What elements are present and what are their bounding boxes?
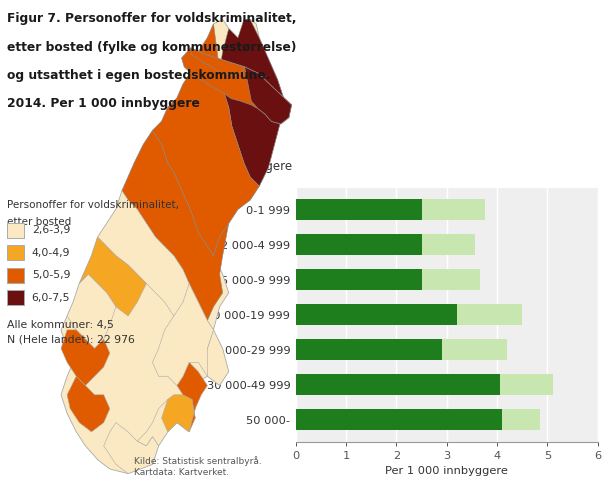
Bar	[457, 305, 522, 325]
Text: 2014. Per 1 000 innbyggere: 2014. Per 1 000 innbyggere	[7, 97, 200, 110]
Text: 6,0-7,5: 6,0-7,5	[32, 293, 70, 303]
Polygon shape	[182, 48, 292, 124]
Polygon shape	[162, 395, 195, 432]
Polygon shape	[137, 399, 177, 446]
X-axis label: Per 1 000 innbyggere: Per 1 000 innbyggere	[386, 466, 508, 476]
Text: 4,0-4,9: 4,0-4,9	[32, 248, 70, 258]
Text: N (Hele landet): 22 976: N (Hele landet): 22 976	[7, 334, 135, 344]
Polygon shape	[122, 130, 229, 321]
Bar	[422, 269, 479, 290]
Text: og utsatthet i egen bostedskommune.: og utsatthet i egen bostedskommune.	[7, 69, 271, 82]
Polygon shape	[191, 48, 245, 76]
Bar	[296, 339, 442, 360]
Bar	[422, 200, 484, 221]
Polygon shape	[177, 362, 207, 432]
Polygon shape	[220, 19, 284, 186]
Bar	[296, 409, 502, 430]
Bar	[296, 200, 422, 221]
Bar	[500, 374, 553, 395]
Polygon shape	[98, 191, 214, 362]
Bar	[296, 374, 500, 395]
Text: 2,6-3,9: 2,6-3,9	[32, 225, 70, 235]
Polygon shape	[79, 237, 146, 316]
Polygon shape	[61, 330, 110, 386]
Text: Alle kommuner: 4,5: Alle kommuner: 4,5	[7, 320, 114, 329]
Polygon shape	[67, 274, 116, 348]
Text: etter bosted (fylke og kommunestørrelse): etter bosted (fylke og kommunestørrelse)	[7, 41, 296, 54]
Polygon shape	[152, 24, 259, 256]
Bar	[296, 269, 422, 290]
Text: Kartdata: Kartverket.: Kartdata: Kartverket.	[134, 468, 229, 477]
Polygon shape	[61, 19, 284, 473]
Text: Innbyggere: Innbyggere	[226, 160, 293, 173]
Bar	[296, 305, 457, 325]
Polygon shape	[67, 376, 110, 432]
Bar	[296, 234, 422, 255]
Text: Kilde: Statistisk sentralbyrå.: Kilde: Statistisk sentralbyrå.	[134, 456, 262, 466]
Bar	[442, 339, 507, 360]
Text: Figur 7. Personoffer for voldskriminalitet,: Figur 7. Personoffer for voldskriminalit…	[7, 12, 297, 25]
Text: etter bosted: etter bosted	[7, 217, 71, 227]
Polygon shape	[152, 284, 214, 386]
Polygon shape	[104, 423, 159, 473]
Text: 5,0-5,9: 5,0-5,9	[32, 270, 70, 280]
Text: Personoffer for voldskriminalitet,: Personoffer for voldskriminalitet,	[7, 200, 179, 210]
Bar	[422, 234, 475, 255]
Bar	[502, 409, 540, 430]
Polygon shape	[245, 67, 292, 124]
